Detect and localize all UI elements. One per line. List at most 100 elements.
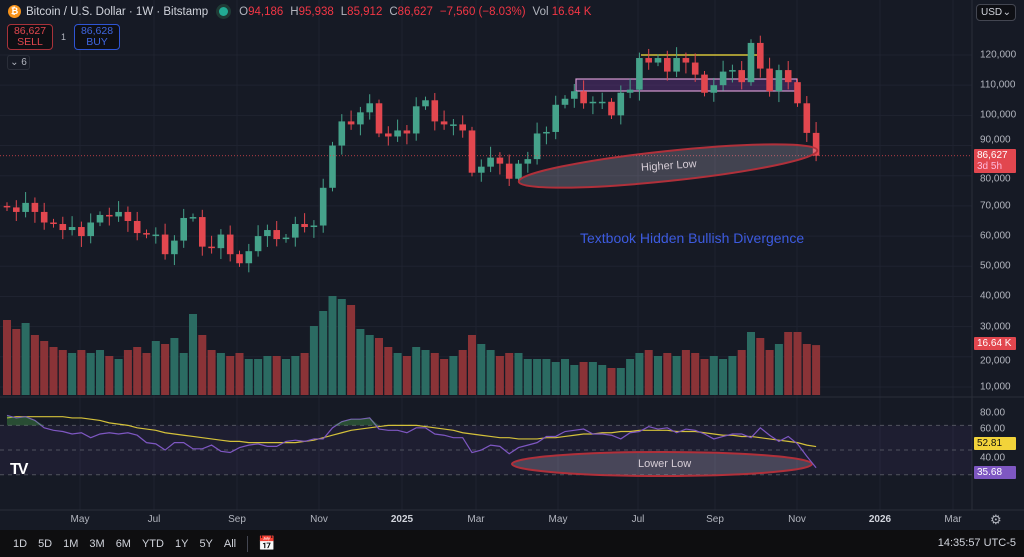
candle <box>543 126 550 145</box>
candle <box>645 48 652 70</box>
volume-bar <box>793 332 802 395</box>
candle <box>22 192 29 218</box>
candle <box>701 70 708 97</box>
candle <box>589 96 597 115</box>
candle-body <box>161 234 169 255</box>
volume-bar <box>709 356 718 395</box>
rsi-ma-tag: 52.81 <box>974 437 1016 450</box>
buy-button[interactable]: 86,628 BUY <box>74 24 121 50</box>
candle-body <box>673 58 680 72</box>
volume-bar <box>77 350 86 395</box>
candle <box>729 64 736 83</box>
price-axis-label: 110,000 <box>980 79 1016 91</box>
volume-bar <box>86 353 95 395</box>
candle-body <box>645 58 652 63</box>
candle-body <box>710 85 718 93</box>
rsi-axis-label: 80.00 <box>980 407 1006 419</box>
volume-bar <box>328 296 337 395</box>
lower-low-label[interactable]: Lower Low <box>638 458 692 470</box>
candle-body <box>636 58 643 90</box>
candle-body <box>543 131 550 134</box>
candle <box>282 233 290 243</box>
candle <box>50 218 57 228</box>
range-6m[interactable]: 6M <box>115 537 131 550</box>
candle-body <box>654 58 662 63</box>
candle <box>403 125 411 145</box>
candle-body <box>375 103 383 134</box>
range-all[interactable]: All <box>223 537 237 550</box>
volume-bar <box>458 350 467 395</box>
candle <box>347 110 355 130</box>
sell-button[interactable]: 86,627 SELL <box>7 24 53 50</box>
candle <box>329 141 336 192</box>
candle-body <box>338 121 346 146</box>
volume-bar <box>523 359 532 395</box>
range-1d[interactable]: 1D <box>13 537 28 550</box>
candle <box>13 200 20 221</box>
candle-body <box>226 234 234 255</box>
date-range-calendar-icon[interactable]: 📅 <box>258 535 276 551</box>
candle <box>747 39 755 86</box>
candle <box>505 154 513 186</box>
price-axis-label: 40,000 <box>980 290 1011 302</box>
tradingview-logo[interactable]: TV <box>10 461 29 478</box>
candle-body <box>691 62 699 75</box>
candle-body <box>310 225 318 228</box>
price-chart[interactable] <box>0 0 1024 530</box>
volume-bar <box>663 353 672 395</box>
last-price-tag: 86,627 3d 5h <box>974 149 1016 173</box>
candle-body <box>747 42 755 83</box>
candle-body <box>422 100 429 107</box>
range-1m[interactable]: 1M <box>63 537 79 550</box>
volume-bar <box>263 356 272 395</box>
volume-bar <box>179 353 188 395</box>
range-3m[interactable]: 3M <box>89 537 105 550</box>
candle-body <box>664 58 671 72</box>
volume-bar <box>244 359 253 395</box>
indicators-collapse-button[interactable]: ⌄ 6 <box>7 55 30 70</box>
volume-bar <box>812 345 821 395</box>
range-1y[interactable]: 1Y <box>174 537 189 550</box>
rsi-tag: 35.68 <box>974 466 1016 479</box>
candle-body <box>561 98 569 105</box>
candle <box>152 227 160 244</box>
divergence-annotation[interactable]: Textbook Hidden Bullish Divergence <box>580 230 805 246</box>
volume-bar <box>477 344 486 395</box>
range-5y[interactable]: 5Y <box>199 537 213 550</box>
candle-body <box>152 234 160 237</box>
volume-bar <box>514 353 523 395</box>
volume-bar <box>774 344 783 395</box>
volume-bar <box>486 350 495 395</box>
candle <box>375 99 383 138</box>
candle <box>691 53 699 82</box>
rsi-axis-label: 60.00 <box>980 423 1006 435</box>
candle <box>208 235 215 254</box>
candle <box>803 96 811 142</box>
currency-select[interactable]: USD ⌄ <box>976 4 1016 21</box>
candle <box>319 178 327 233</box>
range-ytd[interactable]: YTD <box>141 537 164 550</box>
candle <box>59 216 67 240</box>
volume-bar <box>96 350 104 395</box>
candle <box>301 213 308 233</box>
candle <box>533 122 541 165</box>
candle <box>784 61 792 90</box>
candle-body <box>199 217 206 247</box>
volume-bar <box>337 299 346 395</box>
volume-bar <box>3 320 11 395</box>
price-axis-label: 50,000 <box>980 260 1011 272</box>
volume-bar <box>468 335 476 395</box>
symbol-header: ₿ Bitcoin / U.S. Dollar · 1W · Bitstamp … <box>8 5 591 18</box>
candle <box>608 98 615 119</box>
candle-body <box>515 163 522 179</box>
volume-bar <box>30 335 39 395</box>
settings-gear-icon[interactable]: ⚙ <box>990 512 1002 527</box>
clock[interactable]: 14:35:57 UTC-5 <box>937 537 1016 549</box>
symbol-title[interactable]: Bitcoin / U.S. Dollar · 1W · Bitstamp <box>26 5 209 18</box>
candle-body <box>626 89 634 93</box>
candle <box>580 80 587 109</box>
range-5d[interactable]: 5D <box>38 537 53 550</box>
candle-body <box>236 254 243 264</box>
time-axis-label: Sep <box>228 514 246 525</box>
time-axis-label: Sep <box>706 514 724 525</box>
